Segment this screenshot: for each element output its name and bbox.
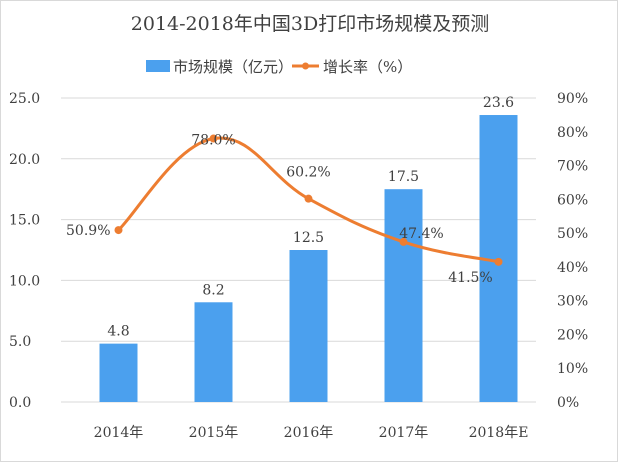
x-tick-label: 2015年 <box>189 425 239 441</box>
bar <box>99 343 138 402</box>
line-data-label: 47.4% <box>399 226 443 242</box>
y-left-tick-label: 0.0 <box>9 395 31 411</box>
y-right-tick-label: 0% <box>557 395 579 411</box>
y-right-tick-label: 90% <box>557 91 588 107</box>
y-left-tick-label: 5.0 <box>9 334 31 350</box>
bar-data-label: 17.5 <box>388 169 419 185</box>
y-right-tick-label: 20% <box>557 327 588 343</box>
y-left-tick-label: 10.0 <box>9 273 40 289</box>
y-right-tick-label: 80% <box>557 125 588 141</box>
growth-marker <box>114 226 123 235</box>
bar <box>194 302 233 402</box>
y-right-tick-label: 30% <box>557 294 588 310</box>
legend: 市场规模（亿元） 增长率（%） <box>146 58 412 76</box>
y-left-tick-label: 20.0 <box>9 152 40 168</box>
bar <box>384 189 423 402</box>
x-tick-label: 2018年E <box>469 425 529 441</box>
y-right-tick-label: 70% <box>557 159 588 175</box>
legend-line-label: 增长率（%） <box>323 58 412 76</box>
line-data-label: 78.0% <box>191 133 235 149</box>
bar-data-label: 23.6 <box>483 95 514 111</box>
y-left-tick-label: 15.0 <box>9 213 40 229</box>
y-right-tick-label: 60% <box>557 192 588 208</box>
chart-title: 2014-2018年中国3D打印市场规模及预测 <box>131 13 489 35</box>
growth-marker <box>399 237 408 246</box>
line-data-label: 50.9% <box>66 223 110 239</box>
growth-marker <box>494 257 503 266</box>
legend-bar-swatch <box>146 60 170 72</box>
growth-marker <box>209 134 218 143</box>
x-tick-label: 2014年 <box>94 425 144 441</box>
bar-data-label: 12.5 <box>293 230 324 246</box>
x-tick-label: 2017年 <box>379 425 429 441</box>
bar <box>289 250 328 402</box>
growth-line <box>117 136 499 264</box>
y-right-tick-label: 40% <box>557 260 588 276</box>
line-data-label: 60.2% <box>286 165 330 181</box>
bar-data-label: 4.8 <box>107 324 129 340</box>
growth-marker <box>304 194 313 203</box>
x-tick-label: 2016年 <box>284 425 334 441</box>
legend-line-marker <box>302 62 309 70</box>
line-data-label: 41.5% <box>448 270 492 286</box>
bar-data-label: 8.2 <box>202 282 224 298</box>
y-left-tick-label: 25.0 <box>9 91 40 107</box>
y-right-tick-label: 50% <box>557 226 588 242</box>
y-right-tick-label: 10% <box>557 361 588 377</box>
legend-bar-label: 市场规模（亿元） <box>173 58 293 76</box>
